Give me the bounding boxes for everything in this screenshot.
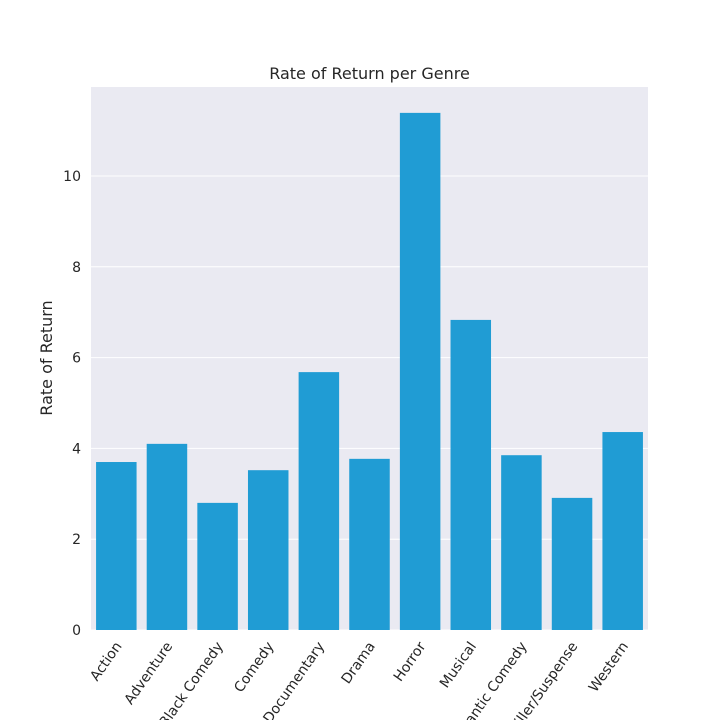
x-tick-label: Horror [391, 639, 430, 685]
y-tick-label: 4 [72, 441, 81, 457]
x-tick-label: Western [586, 639, 632, 695]
y-tick-label: 0 [72, 623, 81, 639]
y-tick-label: 2 [72, 532, 81, 548]
bar [399, 112, 441, 630]
bar [146, 443, 188, 630]
y-axis-label: Rate of Return [37, 300, 56, 415]
bar [501, 455, 542, 630]
bar [349, 458, 390, 630]
y-tick-label: 8 [72, 260, 81, 276]
bar [298, 372, 340, 630]
x-tick-label: Action [87, 639, 125, 684]
bar [96, 462, 137, 630]
x-tick-label: Adventure [122, 639, 177, 708]
bar [602, 432, 643, 630]
chart-title: Rate of Return per Genre [269, 64, 470, 83]
x-tick-label: Drama [339, 639, 379, 687]
bar [247, 470, 289, 630]
y-tick-label: 10 [63, 169, 81, 185]
bar [197, 502, 238, 630]
bar [551, 497, 593, 630]
x-tick-label: Musical [437, 639, 480, 691]
bar [450, 319, 492, 630]
x-tick-label: Comedy [231, 639, 277, 695]
y-tick-label: 6 [72, 351, 81, 367]
